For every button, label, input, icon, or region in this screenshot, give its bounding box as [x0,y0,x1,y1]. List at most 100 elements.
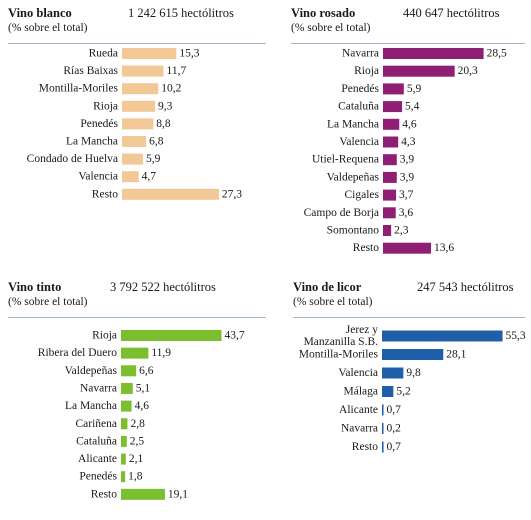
category-label-resto: Resto [92,188,118,200]
value-label-rioja: 9,3 [158,100,173,112]
bar-valdepenas [383,171,397,183]
category-label-valencia: Valencia [338,367,378,379]
value-label-penedes: 8,8 [156,118,171,130]
chart-total: 1 242 615 hectólitros [128,6,234,20]
bar-rias-baixas [122,65,164,77]
header-rule [293,317,525,318]
value-label-alicante: 2,1 [129,453,144,465]
bar-valencia [382,367,404,379]
category-label-cigales: Cigales [345,189,380,201]
value-label-valdepenas: 6,6 [139,365,154,377]
category-label-valencia: Valencia [339,136,379,148]
bar-la-mancha [383,118,400,130]
chart-total: 3 792 522 hectólitros [110,280,216,294]
category-label-la-mancha: La Mancha [66,136,118,148]
category-label-rioja: Rioja [92,330,117,342]
panel-vino-blanco: Vino blanco 1 242 615 hectólitros (% sob… [8,6,266,246]
chart-subtitle: (% sobre el total) [8,296,88,308]
bar-chart-vino-blanco: Rueda 15,3 Rías Baixas 11,7 Montilla-Moriles… [27,48,243,201]
value-label-rias-baixas: 11,7 [167,65,187,77]
bar-la-mancha [121,400,132,412]
value-label-rueda: 15,3 [179,48,199,60]
category-label-navarra: Navarra [80,382,117,394]
value-label-penedes: 1,8 [128,471,143,483]
bar-somontano [383,225,392,236]
category-label-resto: Resto [352,441,378,453]
bar-valencia [383,136,399,148]
category-label-penedes: Penedés [80,118,118,130]
value-label-resto: 0,7 [387,441,402,453]
value-label-resto: 27,3 [222,188,242,200]
chart-total: 440 647 hectólitros [403,6,500,20]
value-label-alicante: 0,7 [387,404,402,416]
panel-vino-de-licor: Vino de licor 247 543 hectólitros (% sob… [293,280,531,520]
value-label-carinena: 2,8 [130,418,145,430]
bar-navarra [121,382,133,394]
panel-vino-rosado: Vino rosado 440 647 hectólitros (% sobre… [291,6,531,255]
bar-jerez-y-manzanilla-s-b [382,330,503,342]
bar-cataluna [121,435,127,447]
category-label-la-mancha: La Mancha [327,118,379,130]
value-label-cigales: 3,7 [399,189,414,201]
bar-navarra [382,423,384,434]
bar-cigales [383,189,397,201]
bar-resto [122,188,219,200]
category-label-navarra: Navarra [342,48,379,60]
value-label-rioja: 20,3 [458,65,478,77]
category-label-condado-de-huelva: Condado de Huelva [27,153,118,165]
category-label-rioja: Rioja [354,65,379,77]
bar-chart-vino-rosado: Navarra 28,5 Rioja 20,3 Penedés 5,9 Cataluña 5,… [304,48,507,255]
value-label-ribera-del-duero: 11,9 [151,347,171,359]
value-label-valencia: 9,8 [406,367,421,379]
value-label-cataluna: 5,4 [405,101,420,113]
category-label-montilla-moriles: Montilla-Moriles [39,83,119,95]
value-label-valencia: 4,3 [401,136,416,148]
category-label-rioja: Rioja [93,100,118,112]
value-label-navarra: 28,5 [487,48,507,60]
bar-navarra [383,48,484,59]
chart-subtitle: (% sobre el total) [291,22,371,34]
category-label-malaga: Málaga [344,386,378,398]
bar-montilla-moriles [122,83,159,95]
chart-total: 247 543 hectólitros [417,280,514,294]
chart-subtitle: (% sobre el total) [293,296,373,308]
bar-penedes [122,118,154,130]
bar-rioja [122,100,156,112]
chart-title: Vino rosado [291,6,356,20]
bar-utiel-requena [383,154,397,166]
category-label-penedes: Penedés [79,471,117,483]
category-label-rueda: Rueda [89,48,118,60]
bar-chart-vino-de-licor: Jerez y Manzanilla S.B. 55,3 Montilla-Moril… [299,324,526,453]
value-label-jerez-y-manzanilla-s-b: 55,3 [506,330,526,342]
value-label-cataluna: 2,5 [130,435,145,447]
value-label-navarra: 0,2 [387,423,402,435]
category-label-penedes: Penedés [341,83,379,95]
value-label-condado-de-huelva: 5,9 [146,153,161,165]
bar-penedes [383,83,404,95]
category-label-ribera-del-duero: Ribera del Duero [38,347,117,359]
value-label-valdepenas: 3,9 [400,171,415,183]
category-label-utiel-requena: Utiel-Requena [312,154,379,166]
value-label-rioja: 43,7 [225,330,245,342]
category-label-resto: Resto [353,242,379,254]
value-label-penedes: 5,9 [407,83,422,95]
bar-rioja [121,330,222,341]
bar-resto [383,242,432,254]
category-label-valencia: Valencia [78,171,118,183]
category-label-alicante: Alicante [78,453,117,465]
value-label-malaga: 5,2 [396,386,411,398]
header-rule [8,43,266,44]
value-label-resto: 19,1 [168,488,188,500]
category-label-carinena: Cariñena [75,418,117,430]
value-label-la-mancha: 4,6 [135,400,150,412]
bar-rioja [383,65,455,77]
category-label-montilla-moriles: Montilla-Moriles [299,349,379,361]
category-label-navarra: Navarra [341,423,378,435]
value-label-somontano: 2,3 [394,225,409,237]
header-rule [8,317,266,318]
bar-campo-de-borja [383,207,396,219]
bar-chart-vino-tinto: Rioja 43,7 Ribera del Duero 11,9 Valdepeñas 6… [38,330,245,501]
bar-la-mancha [122,136,147,147]
chart-subtitle: (% sobre el total) [8,22,88,34]
category-label-valdepenas: Valdepeñas [327,171,380,183]
